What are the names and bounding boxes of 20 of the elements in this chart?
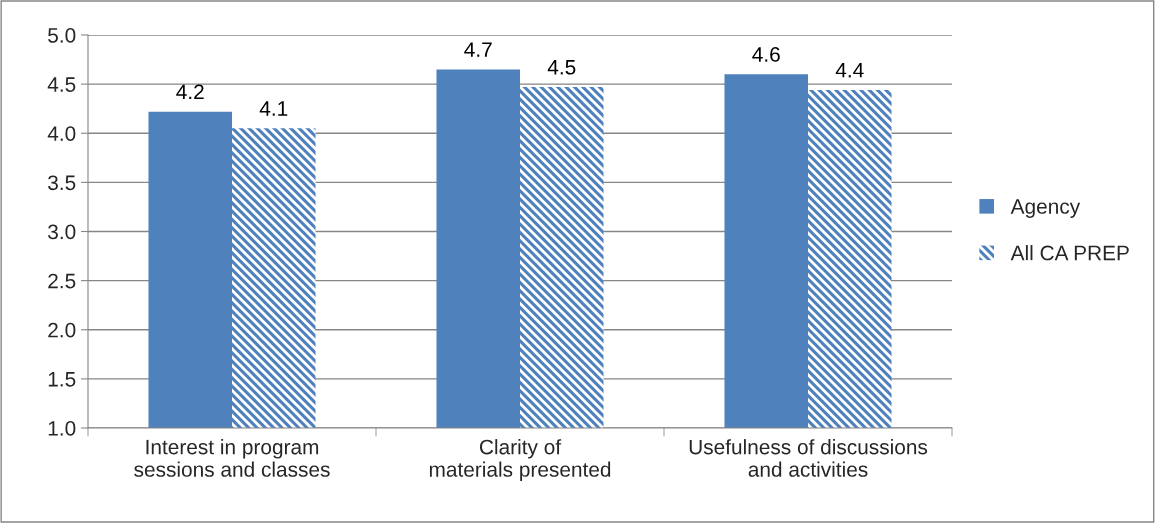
data-label: 4.7 <box>464 42 492 57</box>
y-tick-label: 1.0 <box>48 421 76 436</box>
y-tick-label: 3.5 <box>48 175 76 191</box>
y-tick-label: 5.0 <box>48 28 76 43</box>
x-tick-label: Usefulness of discussions and activities <box>689 439 928 477</box>
data-label: 4.4 <box>835 63 864 78</box>
data-label: 4.2 <box>176 84 204 99</box>
legend-label: Agency <box>1010 199 1081 218</box>
y-tick-label: 1.5 <box>48 372 76 387</box>
x-tick-label: Interest in program sessions and classes <box>134 439 330 477</box>
y-tick-label: 4.0 <box>47 126 76 141</box>
y-tick-label: 2.0 <box>48 322 76 338</box>
y-tick-label: 2.5 <box>48 273 76 289</box>
y-tick-label: 3.0 <box>48 224 76 240</box>
y-tick-label: 4.5 <box>47 77 76 92</box>
data-label: 4.5 <box>547 60 576 75</box>
legend-label: All CA PREP <box>1010 245 1129 261</box>
data-label: 4.6 <box>752 47 780 62</box>
x-tick-label: Clarity of materials presented <box>429 439 611 481</box>
data-label: 4.1 <box>259 101 288 116</box>
